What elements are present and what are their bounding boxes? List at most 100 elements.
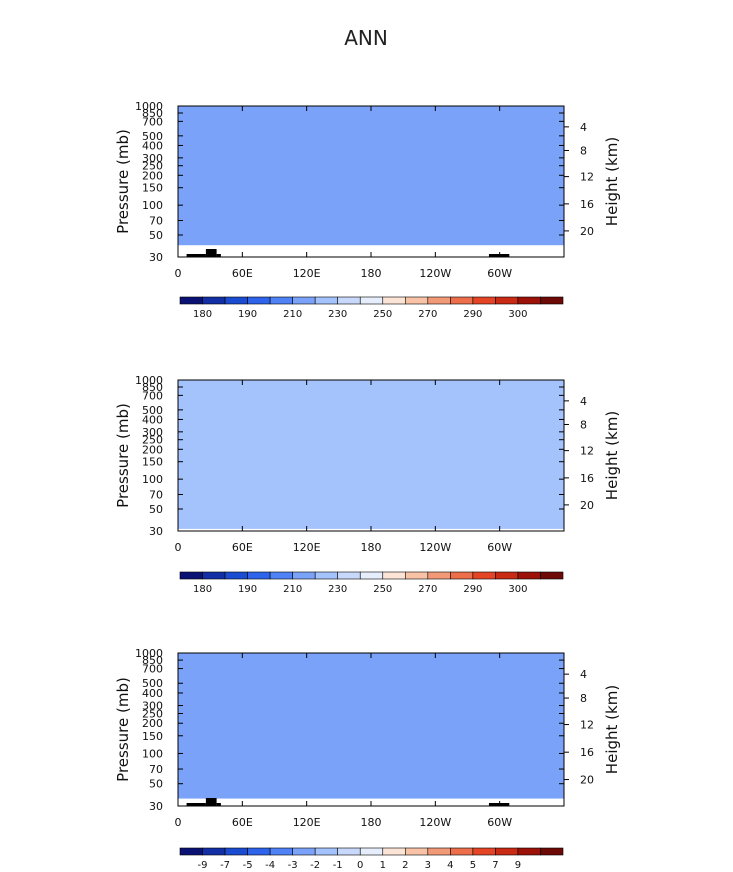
x-tick-label: 60W	[487, 816, 512, 829]
colorbar-swatch	[517, 571, 541, 580]
colorbar-swatch	[382, 847, 406, 856]
y-tick-label: 100	[142, 747, 163, 760]
y-tick-label: 1000	[135, 100, 163, 113]
y2-tick-label: 20	[580, 225, 594, 238]
y-tick-label: 70	[149, 489, 163, 502]
colorbar-label: 270	[418, 584, 437, 595]
colorbar-swatch	[404, 296, 429, 305]
colorbar-swatch	[472, 571, 496, 580]
colorbar-swatch	[292, 571, 316, 580]
y-tick-label: 100	[142, 199, 163, 212]
y-tick-label: 30	[149, 800, 163, 813]
colorbar-swatch	[495, 571, 519, 580]
colorbar-label: 2	[402, 860, 408, 871]
terrain-block	[488, 254, 510, 257]
colorbar-label: 1	[380, 860, 386, 871]
colorbar-swatch	[202, 571, 226, 580]
x-tick-label: 0	[175, 267, 182, 280]
y-tick-label: 30	[149, 251, 163, 264]
y-tick-label: 70	[149, 215, 163, 228]
colorbar-swatch	[404, 847, 429, 856]
y-tick-label: 850	[142, 107, 163, 120]
colorbar-swatch	[404, 571, 429, 580]
y-tick-label: 200	[142, 717, 163, 730]
y2-axis-label: Height (km)	[603, 137, 621, 226]
y-tick-label: 150	[142, 730, 163, 743]
y-axis-label: Pressure (mb)	[114, 677, 132, 782]
y-tick-label: 400	[142, 139, 163, 152]
colorbar-label: 5	[470, 860, 476, 871]
x-tick-label: 180	[361, 541, 382, 554]
terrain-block	[205, 798, 217, 806]
x-tick-label: 120E	[293, 816, 321, 829]
colorbar-swatch	[269, 296, 293, 305]
colorbar-swatch	[450, 847, 474, 856]
colorbar-swatch	[495, 847, 519, 856]
terrain-block	[488, 803, 510, 806]
colorbar-swatch	[314, 571, 339, 580]
contour-band	[178, 106, 564, 246]
colorbar-swatch	[472, 296, 496, 305]
colorbar-label: 180	[193, 309, 212, 320]
colorbar-label: 190	[238, 309, 257, 320]
y-axis-label: Pressure (mb)	[114, 129, 132, 234]
colorbar-swatch	[247, 847, 271, 856]
colorbar-label: 290	[463, 584, 482, 595]
colorbar-swatch	[314, 847, 339, 856]
y-tick-label: 400	[142, 413, 163, 426]
y-tick-label: 100	[142, 473, 163, 486]
y-tick-label: 850	[142, 654, 163, 667]
x-tick-label: 0	[175, 816, 182, 829]
colorbar-label: 180	[193, 584, 212, 595]
colorbar-swatch	[269, 571, 293, 580]
colorbar-swatch	[179, 571, 203, 580]
terrain-block	[216, 803, 221, 806]
colorbar-swatch	[247, 571, 271, 580]
colorbar-swatch	[292, 847, 316, 856]
y-tick-label: 700	[142, 115, 163, 128]
y2-axis-label: Height (km)	[603, 685, 621, 774]
x-tick-label: 60E	[232, 541, 253, 554]
colorbar-label: 4	[447, 860, 453, 871]
colorbar-swatch	[359, 296, 384, 305]
y-tick-label: 700	[142, 663, 163, 676]
y2-tick-label: 4	[580, 121, 587, 134]
colorbar-swatch	[540, 847, 564, 856]
y2-tick-label: 16	[580, 746, 594, 759]
x-tick-label: 0	[175, 541, 182, 554]
y-tick-label: 50	[149, 229, 163, 242]
colorbar-label: 3	[425, 860, 431, 871]
colorbar-label: 290	[463, 309, 482, 320]
y-tick-label: 50	[149, 778, 163, 791]
colorbar-label: -3	[288, 860, 298, 871]
colorbar-swatch	[337, 571, 361, 580]
colorbar-swatch	[224, 296, 248, 305]
colorbar-label: -5	[243, 860, 253, 871]
y-tick-label: 200	[142, 169, 163, 182]
colorbar-label: 230	[328, 584, 347, 595]
x-tick-label: 60W	[487, 267, 512, 280]
colorbar-swatch	[359, 847, 384, 856]
y-tick-label: 300	[142, 700, 163, 713]
colorbar-swatch	[540, 571, 564, 580]
y-tick-label: 150	[142, 456, 163, 469]
colorbar-label: 210	[283, 584, 302, 595]
colorbar-swatch	[179, 847, 203, 856]
y2-tick-label: 4	[580, 395, 587, 408]
terrain-block	[186, 803, 206, 806]
colorbar-label: 7	[492, 860, 498, 871]
terrain-block	[186, 254, 206, 257]
colorbar-label: -4	[265, 860, 275, 871]
colorbar-swatch	[179, 296, 203, 305]
colorbar-swatch	[427, 847, 451, 856]
colorbar-label: 190	[238, 584, 257, 595]
colorbar-swatch	[359, 571, 384, 580]
colorbar-swatch	[314, 296, 339, 305]
colorbar-swatch	[247, 296, 271, 305]
colorbar-swatch	[517, 847, 541, 856]
y2-tick-label: 4	[580, 668, 587, 681]
x-tick-label: 120E	[293, 267, 321, 280]
y2-axis-label: Height (km)	[603, 411, 621, 500]
colorbar-swatch	[269, 847, 293, 856]
